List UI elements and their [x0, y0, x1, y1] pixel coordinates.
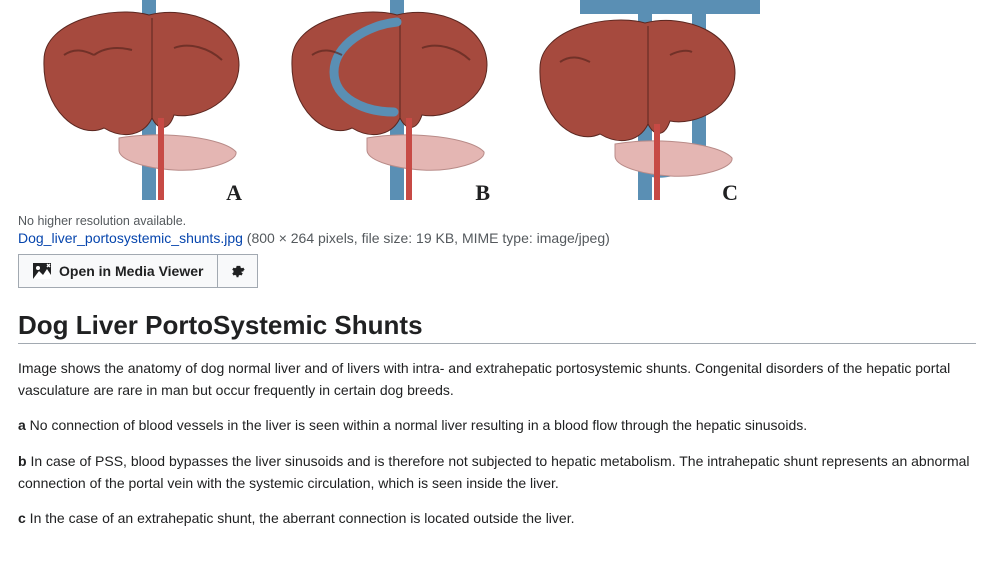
paragraph-c: c In the case of an extrahepatic shunt, …: [18, 508, 976, 530]
intro-paragraph: Image shows the anatomy of dog normal li…: [18, 358, 976, 401]
paragraph-c-lead: c: [18, 510, 26, 526]
paragraph-a-text: No connection of blood vessels in the li…: [26, 417, 807, 433]
figure-panel-b: B: [272, 0, 512, 208]
paragraph-b: b In case of PSS, blood bypasses the liv…: [18, 451, 976, 494]
gear-icon: [230, 264, 245, 279]
figure-strip: A B C: [0, 0, 994, 208]
paragraph-a-lead: a: [18, 417, 26, 433]
open-in-media-viewer-label: Open in Media Viewer: [59, 263, 203, 279]
open-in-media-viewer-button[interactable]: Open in Media Viewer: [18, 254, 218, 288]
paragraph-b-text: In case of PSS, blood bypasses the liver…: [18, 453, 970, 491]
figure-panel-a-label: A: [226, 180, 242, 206]
file-name-link[interactable]: Dog_liver_portosystemic_shunts.jpg: [18, 230, 243, 246]
figure-panel-c-label: C: [722, 180, 738, 206]
file-link-row: Dog_liver_portosystemic_shunts.jpg (800 …: [18, 230, 994, 246]
paragraph-a: a No connection of blood vessels in the …: [18, 415, 976, 437]
paragraph-b-lead: b: [18, 453, 27, 469]
settings-button[interactable]: [218, 254, 258, 288]
button-row: Open in Media Viewer: [18, 254, 994, 288]
figure-panel-a: A: [24, 0, 264, 208]
file-details-text: (800 × 264 pixels, file size: 19 KB, MIM…: [247, 230, 610, 246]
paragraph-c-text: In the case of an extrahepatic shunt, th…: [26, 510, 575, 526]
no-higher-resolution-text: No higher resolution available.: [18, 214, 994, 228]
figure-panel-c: C: [520, 0, 760, 208]
figure-panel-b-label: B: [475, 180, 490, 206]
image-icon: [33, 263, 51, 279]
section-title: Dog Liver PortoSystemic Shunts: [18, 310, 976, 344]
